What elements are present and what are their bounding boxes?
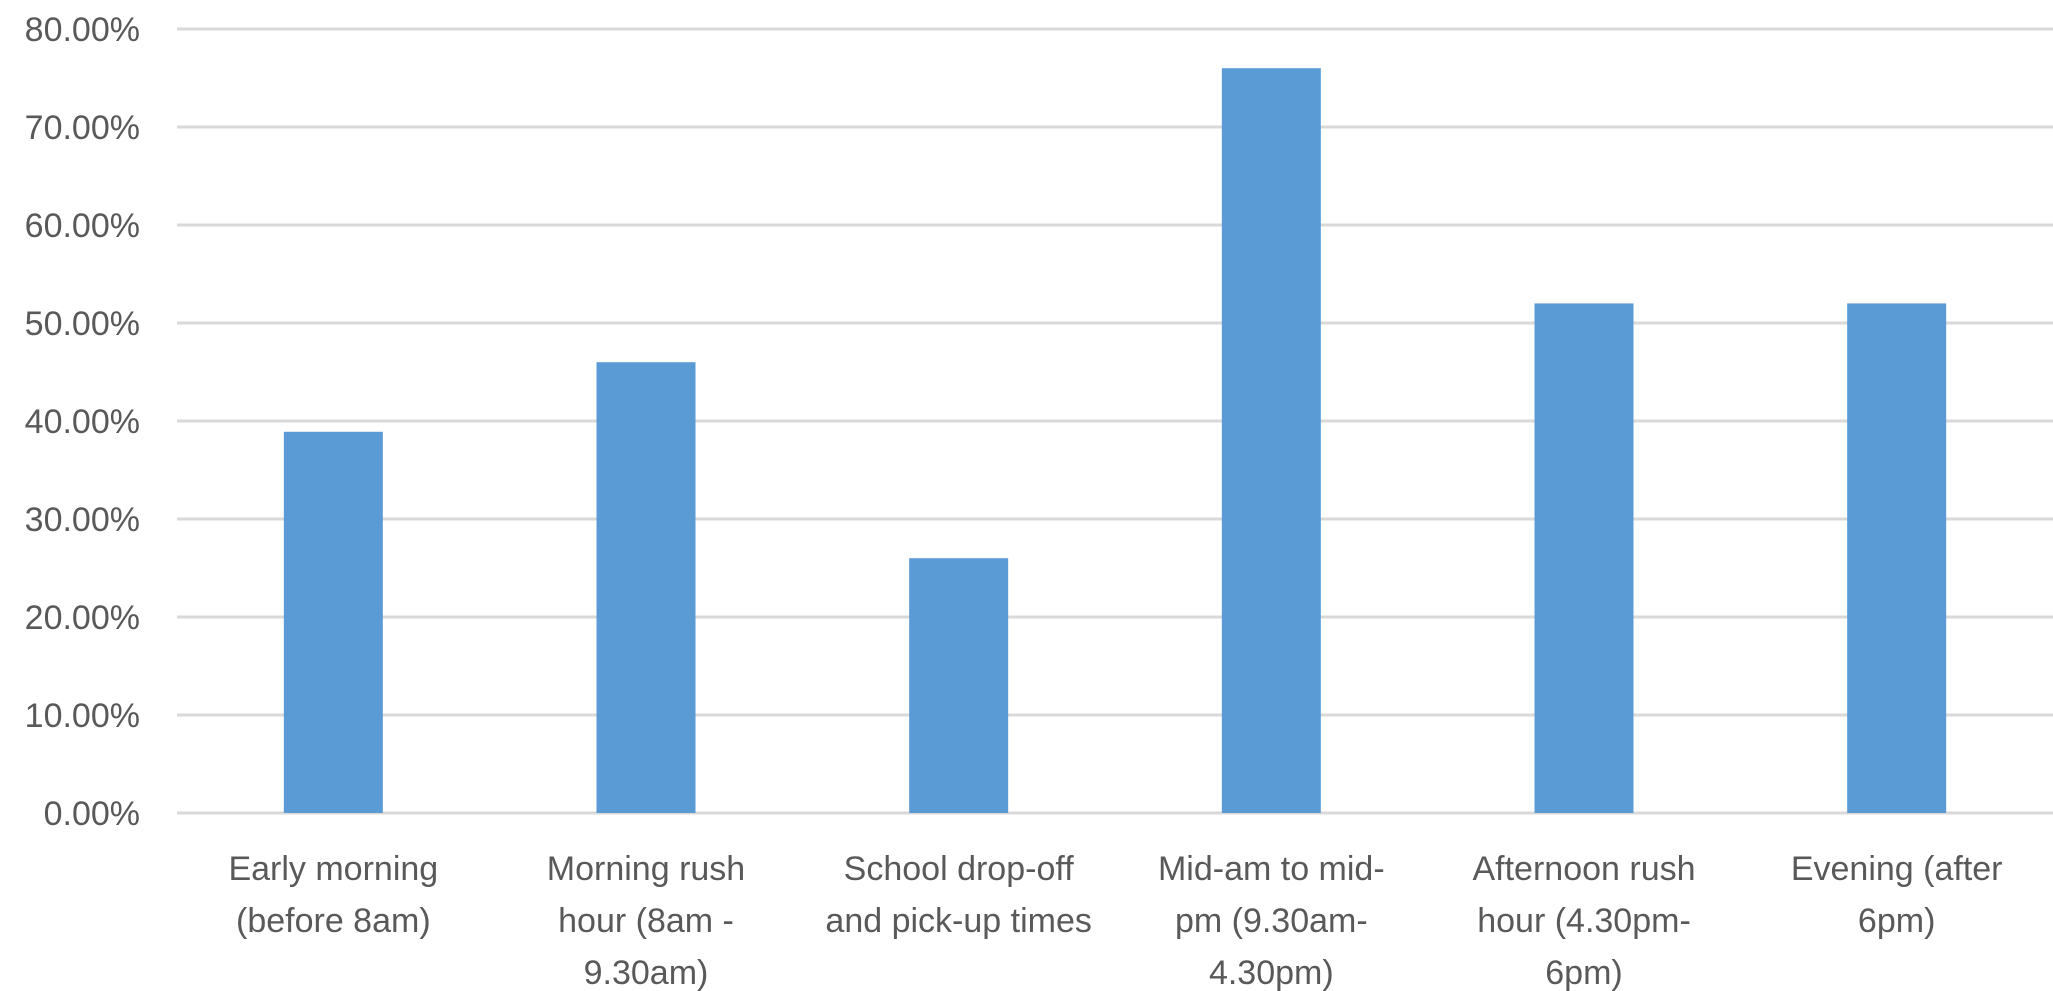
bars bbox=[283, 68, 1947, 813]
y-tick-label: 60.00% bbox=[25, 207, 140, 245]
y-tick-label: 20.00% bbox=[25, 599, 140, 637]
x-category-label: Afternoon rush hour (4.30pm-6pm) bbox=[1472, 850, 1695, 991]
y-tick-label: 30.00% bbox=[25, 501, 140, 539]
bar bbox=[283, 431, 383, 813]
bar bbox=[1847, 303, 1947, 813]
y-tick-label: 50.00% bbox=[25, 305, 140, 343]
x-category-label: Evening (after 6pm) bbox=[1791, 850, 2003, 940]
bar bbox=[1534, 303, 1634, 813]
y-tick-label: 80.00% bbox=[25, 11, 140, 49]
y-tick-label: 10.00% bbox=[25, 697, 140, 735]
y-tick-label: 40.00% bbox=[25, 403, 140, 441]
x-category-label: Mid-am to mid-pm (9.30am-4.30pm) bbox=[1158, 850, 1385, 991]
bar bbox=[909, 558, 1009, 813]
x-category-label: Morning rush hour (8am -9.30am) bbox=[547, 850, 745, 991]
x-axis-category-labels: Early morning (before 8am) Morning rush hou… bbox=[228, 850, 2002, 991]
gridlines bbox=[177, 27, 2053, 815]
y-tick-label: 0.00% bbox=[44, 795, 140, 833]
bar bbox=[1221, 68, 1321, 813]
y-tick-label: 70.00% bbox=[25, 109, 140, 147]
x-category-label: Early morning (before 8am) bbox=[228, 850, 438, 940]
bar bbox=[596, 362, 696, 813]
x-category-label: School drop-off and pick-up times bbox=[825, 850, 1091, 940]
y-axis-tick-labels: 0.00% 10.00% 20.00% 30.00% 40.00% 50.00% 60.00… bbox=[25, 11, 140, 833]
